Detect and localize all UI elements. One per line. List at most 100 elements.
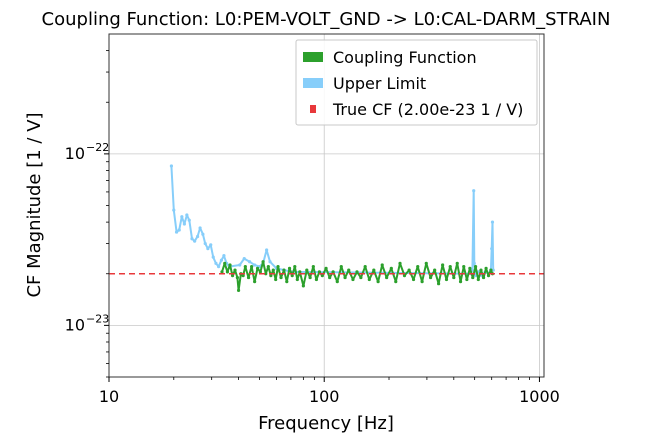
coupling-function-point — [441, 263, 445, 267]
y-tick-label: 10 — [65, 144, 85, 163]
coupling-function-point — [428, 275, 433, 280]
coupling-function-point — [230, 274, 235, 278]
upper-limit-point — [472, 261, 476, 265]
coupling-function-point — [331, 270, 335, 274]
upper-limit-point — [182, 222, 186, 226]
coupling-function-point — [479, 268, 483, 272]
coupling-function-point — [455, 261, 459, 265]
coupling-function-point — [372, 268, 376, 272]
upper-limit-point — [190, 237, 194, 241]
coupling-function-point — [287, 266, 292, 270]
upper-limit-point — [185, 213, 189, 217]
coupling-function-point — [261, 260, 265, 264]
coupling-function-point — [465, 277, 469, 282]
coupling-function-point — [271, 268, 275, 272]
upper-limit-point — [180, 215, 184, 219]
coupling-function-point — [282, 268, 286, 272]
upper-limit-point — [490, 220, 495, 224]
upper-limit-point — [238, 263, 242, 267]
upper-limit-point — [491, 268, 495, 272]
upper-limit-point — [216, 265, 221, 269]
x-tick-label: 100 — [309, 387, 340, 406]
upper-limit-line — [170, 165, 495, 277]
coupling-function-point — [236, 288, 241, 292]
legend-swatch-true-cf — [310, 105, 316, 113]
upper-limit-point — [268, 260, 272, 264]
upper-limit-point — [265, 248, 269, 252]
coupling-function-point — [328, 275, 332, 280]
coupling-function-point — [246, 275, 251, 280]
legend-label: Upper Limit — [333, 74, 426, 93]
coupling-function-point — [444, 277, 449, 282]
coupling-function-point — [389, 266, 393, 270]
coupling-function-point — [343, 275, 347, 280]
coupling-function-point — [385, 275, 389, 280]
upper-limit-point — [198, 226, 202, 230]
upper-limit-point — [201, 232, 205, 236]
coupling-function-point — [255, 266, 260, 270]
upper-limit-point — [177, 228, 181, 232]
coupling-function-point — [225, 270, 230, 274]
coupling-function-point — [305, 268, 309, 272]
upper-limit-point — [174, 230, 179, 234]
coupling-function-point — [359, 275, 363, 280]
coupling-function-point — [339, 265, 343, 269]
coupling-function-point — [398, 261, 402, 265]
coupling-function-point — [311, 265, 315, 269]
upper-limit-point — [195, 234, 200, 239]
coupling-function-point — [274, 277, 278, 282]
coupling-function-point — [324, 266, 328, 270]
coupling-function-point — [233, 268, 237, 272]
coupling-function-point — [290, 274, 294, 278]
coupling-function-point — [394, 279, 398, 284]
coupling-function-point — [468, 266, 472, 270]
coupling-function-point — [376, 279, 380, 284]
coupling-function-point — [448, 265, 452, 269]
coupling-function-point — [243, 265, 247, 269]
coupling-function-point — [220, 270, 224, 274]
coupling-function-point — [223, 261, 227, 265]
coupling-function-point — [228, 263, 232, 267]
coupling-function-point — [355, 270, 359, 274]
coupling-function-point — [335, 279, 339, 284]
coupling-function-point — [298, 270, 302, 274]
coupling-function-point — [351, 277, 355, 282]
coupling-function-point — [295, 277, 299, 282]
coupling-function-point — [235, 275, 239, 280]
y-tick-label: 10 — [65, 315, 85, 334]
coupling-function-point — [437, 282, 441, 286]
upper-limit-point — [247, 260, 252, 264]
coupling-function-point — [317, 270, 322, 274]
coupling-function-point — [481, 275, 486, 280]
legend-label: Coupling Function — [333, 48, 477, 67]
x-axis-label: Frequency [Hz] — [258, 413, 394, 434]
coupling-function-point — [416, 265, 420, 269]
coupling-function-point — [489, 268, 493, 272]
y-tick-exponent: −22 — [86, 141, 109, 154]
y-tick-exponent: −23 — [86, 312, 109, 325]
upper-limit-point — [193, 239, 197, 243]
chart-title: Coupling Function: L0:PEM-VOLT_GND -> L0… — [42, 9, 611, 30]
coupling-function-point — [285, 279, 289, 284]
coupling-function-point — [476, 277, 480, 282]
coupling-function-point — [380, 263, 384, 267]
coupling-function-point — [269, 274, 273, 278]
upper-limit-point — [206, 247, 210, 251]
upper-limit-point — [187, 218, 191, 222]
upper-limit-point — [253, 263, 257, 267]
coupling-function-point — [279, 275, 283, 280]
coupling-function-point — [241, 274, 245, 278]
upper-limit-point — [169, 164, 174, 168]
coupling-function-point — [266, 265, 270, 269]
coupling-function-point — [433, 268, 437, 272]
upper-limit-point — [472, 189, 476, 193]
legend-swatch — [303, 52, 323, 62]
coupling-function-point — [363, 265, 367, 269]
coupling-function-point — [473, 265, 478, 269]
upper-limit-point — [490, 247, 494, 251]
upper-limit-point — [209, 243, 213, 247]
legend-swatch — [303, 78, 323, 88]
legend-label: True CF (2.00e-23 1 / V) — [332, 100, 523, 119]
